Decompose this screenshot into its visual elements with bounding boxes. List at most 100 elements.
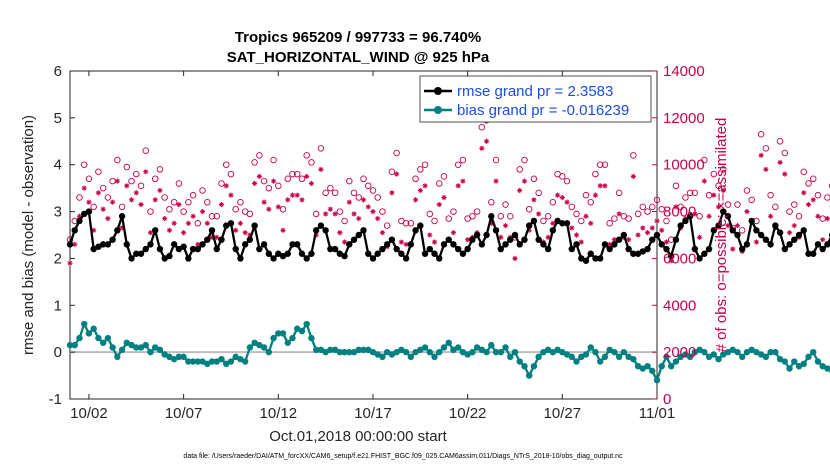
obs-assimilated-stroke: [332, 211, 338, 217]
obs-possible-point: [535, 189, 542, 197]
obs-assimilated-point: [791, 223, 797, 229]
obs-assimilated-stroke: [441, 195, 447, 200]
obs-assimilated-point: [233, 227, 239, 233]
obs-assimilated-stroke: [309, 181, 314, 186]
obs-possible-point: [270, 156, 277, 164]
bias-point: [483, 348, 490, 356]
obs-possible-point: [478, 123, 486, 131]
obs-assimilated-point: [782, 171, 788, 177]
obs-possible-point: [639, 203, 647, 211]
bias-point: [213, 358, 220, 365]
obs-assimilated-point: [389, 190, 395, 196]
obs-possible-point: [734, 201, 741, 208]
obs-assimilated-point: [261, 199, 267, 205]
obs-assimilated-point: [711, 192, 717, 198]
obs-possible-point: [724, 201, 732, 208]
obs-assimilated-point: [275, 204, 281, 210]
obs-assimilated-stroke: [219, 202, 224, 207]
obs-possible-point: [421, 161, 429, 168]
rmse-point: [95, 243, 102, 250]
obs-assimilated-point: [72, 241, 78, 247]
x-tick-label: 10/27: [544, 405, 582, 422]
obs-possible-point: [90, 203, 97, 211]
bias-point: [592, 348, 599, 356]
obs-possible-point: [573, 210, 580, 218]
obs-possible-point: [672, 182, 680, 190]
obs-assimilated-stroke: [285, 197, 290, 203]
bias-point: [223, 360, 230, 368]
obs-assimilated-point: [602, 183, 608, 189]
bias-point: [265, 348, 273, 356]
obs-possible-point: [123, 163, 131, 171]
rmse-point: [511, 231, 519, 239]
obs-assimilated-point: [431, 239, 438, 245]
bias-point: [279, 330, 287, 337]
bias-point: [426, 348, 433, 356]
obs-assimilated-point: [758, 152, 764, 158]
bias-point: [175, 353, 183, 361]
obs-possible-point: [469, 213, 476, 220]
bias-point: [596, 358, 604, 365]
y-right-tick-label: 6000: [663, 250, 696, 267]
bias-point: [308, 334, 315, 342]
bias-point: [791, 358, 798, 365]
obs-assimilated-point: [270, 178, 277, 184]
y-tick-label: 4: [54, 157, 62, 174]
obs-assimilated-point: [422, 183, 428, 189]
obs-assimilated-stroke: [631, 174, 636, 179]
obs-assimilated-point: [394, 171, 400, 177]
rmse-point: [374, 250, 381, 257]
rmse-point: [544, 245, 552, 253]
bias-point: [76, 334, 83, 342]
obs-possible-point: [402, 220, 410, 227]
obs-possible-point: [525, 205, 533, 213]
rmse-point: [194, 245, 202, 253]
rmse-point: [218, 236, 225, 243]
obs-assimilated-point: [460, 178, 466, 184]
rmse-point: [426, 245, 433, 253]
legend-rmse-marker: [434, 87, 442, 95]
obs-assimilated-point: [76, 213, 83, 219]
obs-possible-point: [578, 217, 585, 225]
obs-assimilated-stroke: [555, 192, 560, 198]
bias-point: [492, 348, 500, 356]
obs-assimilated-stroke: [697, 235, 702, 240]
rmse-point: [99, 241, 107, 248]
bias-point: [450, 346, 457, 353]
obs-possible-point: [592, 170, 599, 178]
obs-assimilated-point: [663, 239, 670, 245]
obs-assimilated-point: [252, 180, 258, 187]
bias-point: [180, 353, 187, 361]
obs-possible-point: [454, 161, 462, 168]
obs-assimilated-stroke: [659, 228, 664, 233]
obs-possible-point: [762, 145, 770, 152]
obs-assimilated-point: [512, 255, 518, 262]
rmse-point: [128, 255, 135, 262]
obs-assimilated-point: [659, 227, 665, 233]
obs-assimilated-point: [578, 239, 584, 245]
obs-possible-point: [601, 161, 609, 168]
obs-assimilated-point: [517, 187, 523, 194]
obs-assimilated-stroke: [522, 178, 527, 184]
chart-subtitle: SAT_HORIZONTAL_WIND @ 925 hPa: [227, 49, 490, 66]
rmse-point: [365, 250, 372, 257]
bias-point: [663, 353, 670, 361]
obs-assimilated-stroke: [162, 216, 167, 221]
bias-point: [454, 344, 462, 351]
rmse-point: [369, 255, 377, 262]
obs-assimilated-stroke: [531, 197, 537, 203]
obs-assimilated-point: [266, 206, 272, 212]
obs-assimilated-stroke: [86, 200, 92, 205]
obs-assimilated-stroke: [550, 221, 556, 226]
rmse-point: [223, 222, 230, 229]
obs-assimilated-stroke: [792, 223, 797, 228]
bias-point: [133, 344, 140, 351]
rmse-point: [407, 241, 415, 248]
y-right-tick-label: 8000: [663, 204, 696, 221]
bias-point: [511, 348, 519, 356]
obs-possible-point: [450, 208, 457, 215]
obs-assimilated-point: [323, 211, 329, 217]
bias-point: [99, 339, 107, 346]
obs-assimilated-stroke: [702, 178, 707, 184]
